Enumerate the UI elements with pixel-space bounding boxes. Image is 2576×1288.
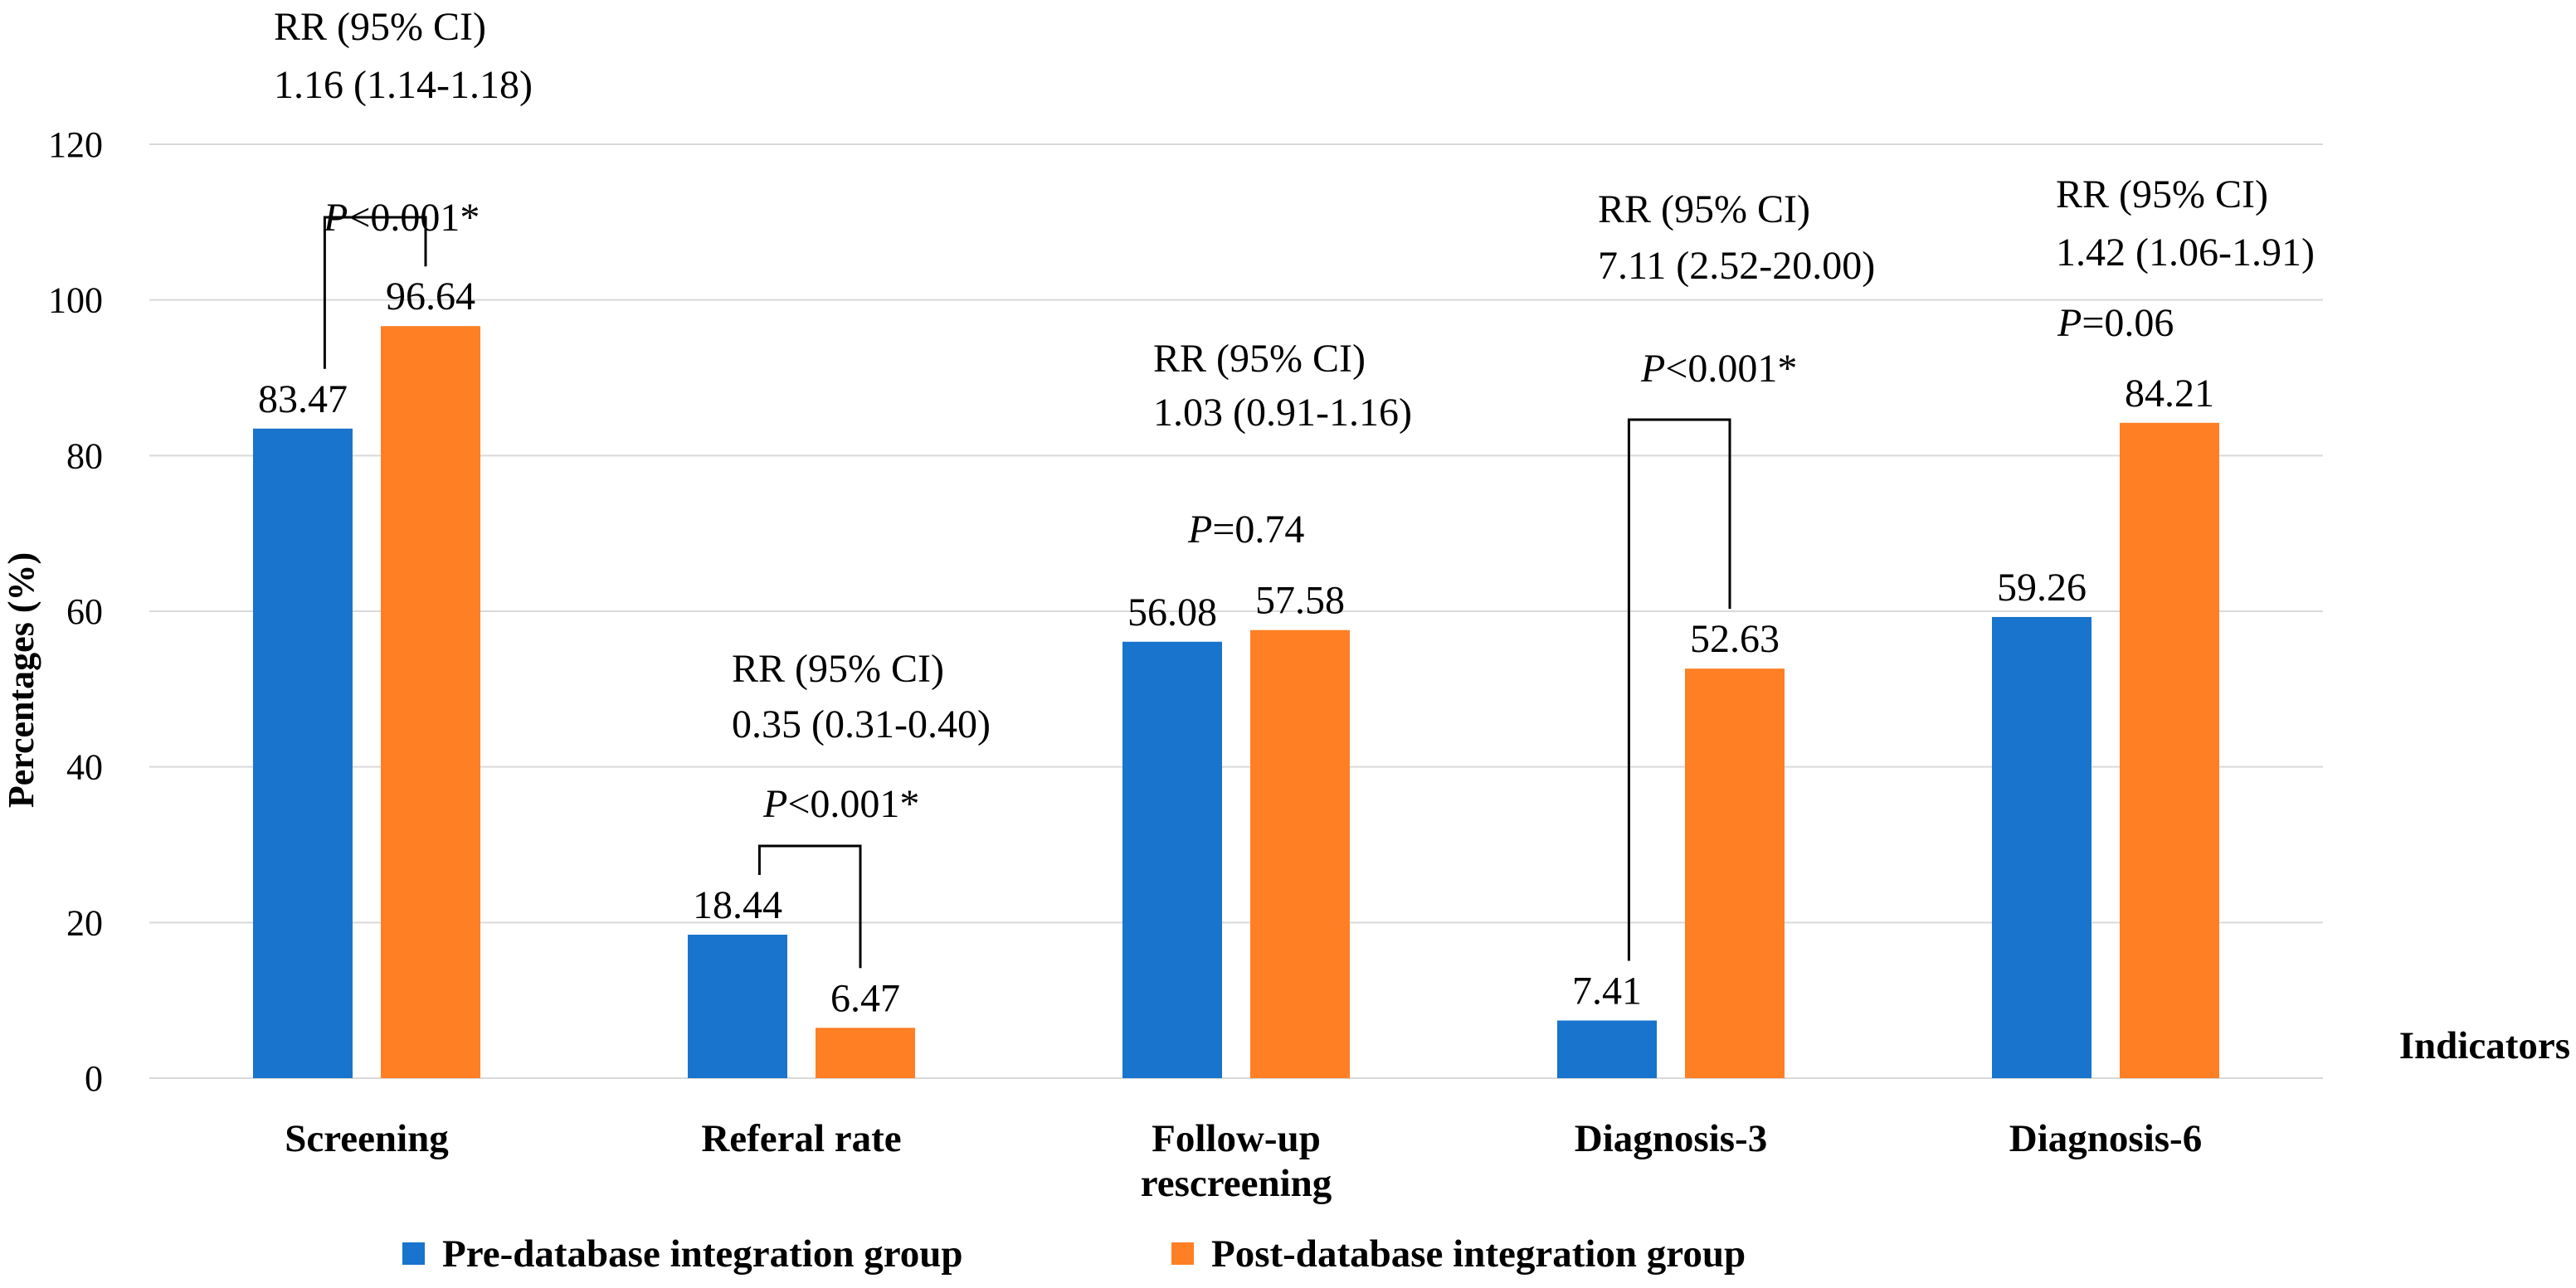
data-label: 83.47	[258, 377, 348, 421]
legend: Pre-database integration group Post-datab…	[402, 1232, 1746, 1276]
data-label: 96.64	[386, 275, 475, 318]
bars	[253, 326, 2219, 1079]
y-axis-label: Percentages (%)	[1, 552, 41, 808]
data-label: 7.41	[1572, 969, 1642, 1013]
category-labels: Screening Referal rate Follow-uprescreenin…	[285, 1117, 2202, 1205]
p-value: P=0.06	[2057, 301, 2174, 345]
y-tick-label: 120	[48, 124, 103, 165]
category-label: Diagnosis-6	[2009, 1117, 2202, 1160]
rr-title: RR (95% CI)	[732, 647, 944, 691]
bar-pre	[1992, 616, 2091, 1078]
rr-value: 1.16 (1.14-1.18)	[274, 63, 533, 107]
rr-title: RR (95% CI)	[2056, 173, 2268, 216]
rr-title: RR (95% CI)	[1153, 337, 1366, 381]
category-label: Referal rate	[701, 1117, 901, 1160]
bar-pre	[253, 428, 353, 1078]
rr-value: 7.11 (2.52-20.00)	[1598, 244, 1875, 288]
data-label: 6.47	[830, 976, 900, 1020]
y-axis-ticks: 0 20 40 60 80 100 120	[48, 124, 103, 1099]
p-value: P=0.74	[1187, 508, 1304, 552]
data-label: 84.21	[2125, 372, 2214, 416]
category-label: Screening	[285, 1117, 449, 1160]
p-value: P<0.001*	[1640, 347, 1797, 391]
significance-bracket	[757, 844, 862, 969]
legend-label: Post-database integration group	[1211, 1232, 1746, 1276]
legend-label: Pre-database integration group	[442, 1232, 963, 1276]
y-tick-label: 20	[66, 902, 103, 943]
rr-value: 1.42 (1.06-1.91)	[2056, 231, 2315, 275]
rr-value: 1.03 (0.91-1.16)	[1153, 391, 1412, 435]
p-value: P<0.001*	[762, 782, 919, 826]
bar-pre	[1122, 641, 1222, 1078]
y-tick-label: 40	[66, 747, 103, 788]
p-symbol: P	[2057, 301, 2082, 345]
rr-title: RR (95% CI)	[274, 5, 486, 49]
category-label: Follow-up	[1152, 1117, 1321, 1160]
bar-post	[816, 1028, 915, 1078]
p-symbol: P	[1187, 508, 1212, 552]
p-text: =0.06	[2082, 301, 2174, 345]
y-tick-label: 60	[66, 591, 103, 632]
bar-post	[2120, 422, 2219, 1079]
data-label: 18.44	[693, 883, 782, 927]
bar-pre	[688, 934, 787, 1078]
p-text: <0.001*	[1665, 347, 1797, 391]
data-label: 56.08	[1127, 591, 1217, 634]
data-label: 59.26	[1997, 566, 2087, 610]
x-axis-label: Indicators	[2399, 1024, 2570, 1067]
p-symbol: P	[1640, 347, 1665, 391]
bar-post	[1685, 668, 1785, 1078]
p-text: <0.001*	[787, 782, 919, 826]
y-tick-label: 0	[85, 1058, 103, 1099]
data-label: 57.58	[1255, 579, 1345, 623]
rr-title: RR (95% CI)	[1598, 187, 1810, 231]
bar-pre	[1557, 1020, 1657, 1078]
legend-swatch	[402, 1242, 425, 1265]
legend-swatch	[1171, 1242, 1194, 1265]
data-label: 52.63	[1690, 617, 1780, 661]
data-labels: 83.47 96.64 18.44 6.47 56.08 57.58 7.41 52.63 59…	[258, 275, 2214, 1020]
significance-bracket	[1627, 418, 1731, 961]
y-tick-label: 100	[48, 280, 103, 321]
gridlines	[149, 143, 2323, 1079]
bar-post	[1250, 629, 1350, 1078]
y-tick-label: 80	[66, 435, 103, 476]
p-symbol: P	[762, 782, 787, 826]
category-label: Diagnosis-3	[1575, 1117, 1767, 1160]
p-text: =0.74	[1212, 508, 1304, 552]
rr-value: 0.35 (0.31-0.40)	[732, 702, 991, 746]
significance-bracket	[323, 216, 427, 369]
bar-post	[381, 326, 480, 1078]
annotations: RR (95% CI)1.16 (1.14-1.18)P<0.001*RR (9…	[274, 5, 2315, 969]
category-label: rescreening	[1141, 1162, 1332, 1205]
